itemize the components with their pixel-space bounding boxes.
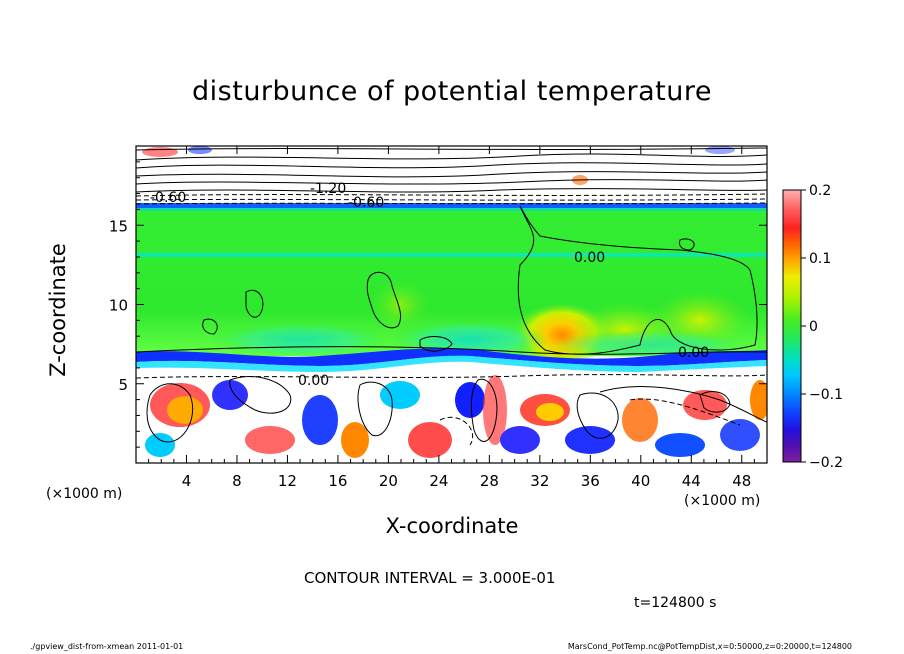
x-tick-label: 32 bbox=[530, 472, 549, 490]
x-axis: 4 8 12 16 20 24 28 32 36 40 44 48 bbox=[148, 146, 755, 490]
contour-label: 0.00 bbox=[678, 345, 709, 361]
footer-right: MarsCond_PotTemp.nc@PotTempDist,x=0:5000… bbox=[567, 642, 852, 651]
z-unit-label: (×1000 m) bbox=[46, 486, 123, 502]
chart-title: disturbunce of potential temperature bbox=[192, 76, 712, 107]
x-tick-label: 16 bbox=[328, 472, 347, 490]
y-tick-label: 15 bbox=[109, 217, 128, 235]
turbulent-layer bbox=[136, 372, 767, 463]
colorbar-tick-label: 0.1 bbox=[809, 251, 831, 267]
contour-label: -0.60 bbox=[348, 195, 384, 211]
x-tick-label: 8 bbox=[232, 472, 242, 490]
contour-label: -1.20 bbox=[310, 181, 346, 197]
colorbar-axis: 0.2 0.1 0 −0.1 −0.2 bbox=[801, 183, 843, 471]
footer-left: ./gpview_dist-from-xmean 2011-01-01 bbox=[30, 642, 184, 651]
contour-interval: CONTOUR INTERVAL = 3.000E-01 bbox=[304, 569, 556, 587]
x-axis-label: X-coordinate bbox=[0, 514, 904, 538]
x-unit-label: (×1000 m) bbox=[684, 493, 761, 509]
x-tick-label: 20 bbox=[379, 472, 398, 490]
contour-field: -0.60 -1.20 -0.60 0.00 0.00 0.00 bbox=[136, 146, 767, 463]
x-tick-label: 12 bbox=[278, 472, 297, 490]
colorbar-tick-label: 0.2 bbox=[809, 183, 831, 199]
x-tick-label: 36 bbox=[581, 472, 600, 490]
x-tick-label: 40 bbox=[631, 472, 650, 490]
contour-label: 0.00 bbox=[574, 250, 605, 266]
x-tick-label: 48 bbox=[732, 472, 751, 490]
time-label: t=124800 s bbox=[634, 595, 717, 611]
y-tick-label: 10 bbox=[109, 297, 128, 315]
y-tick-label: 5 bbox=[118, 376, 128, 394]
x-tick-label: 24 bbox=[429, 472, 448, 490]
y-axis: 5 10 15 bbox=[109, 161, 767, 448]
contour-label: -0.60 bbox=[150, 190, 186, 206]
colorbar bbox=[782, 189, 802, 463]
y-axis-label: Z-coordinate bbox=[46, 243, 70, 377]
colorbar-tick-label: −0.1 bbox=[809, 387, 843, 403]
x-axis-label-text: X-coordinate bbox=[385, 514, 519, 538]
x-tick-label: 4 bbox=[182, 472, 192, 490]
colorbar-tick-label: −0.2 bbox=[809, 455, 843, 471]
colorbar-tick-label: 0 bbox=[809, 319, 818, 335]
x-tick-label: 44 bbox=[682, 472, 701, 490]
x-tick-label: 28 bbox=[480, 472, 499, 490]
contour-label: 0.00 bbox=[298, 373, 329, 389]
